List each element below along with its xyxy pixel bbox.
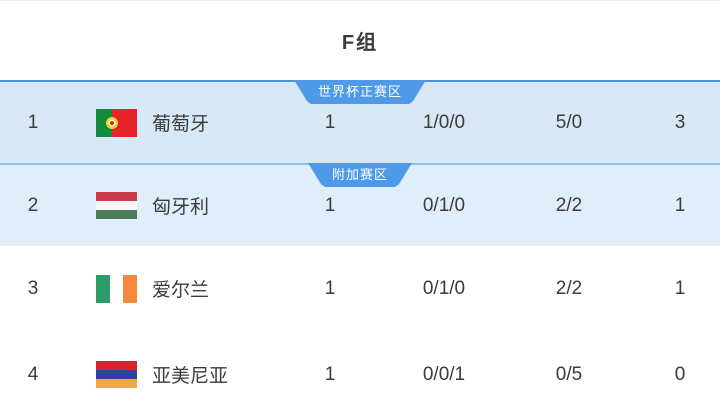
team-name: 亚美尼亚	[152, 366, 229, 387]
team-name: 爱尔兰	[152, 280, 210, 301]
record-cell: 0/1/0	[422, 194, 466, 216]
armenia-flag-icon	[96, 360, 137, 389]
ireland-flag-icon	[96, 274, 137, 303]
flag-cell	[66, 191, 152, 220]
position-cell: 3	[27, 277, 39, 299]
portugal-emblem-icon	[106, 116, 119, 129]
standings-row-portugal[interactable]: 世界杯正赛区 1 葡萄牙 1 1/0/0 5/0 3	[0, 80, 720, 163]
group-header: F组	[0, 1, 720, 80]
position-cell: 1	[27, 111, 39, 133]
zone-badge-qualified: 世界杯正赛区	[294, 80, 426, 104]
points-cell: 3	[674, 111, 686, 133]
standings-row-ireland[interactable]: 3 爱尔兰 1 0/1/0 2/2 1	[0, 246, 720, 331]
goals-cell: 2/2	[555, 277, 583, 299]
hungary-flag-icon	[96, 191, 137, 220]
flag-stripe	[96, 200, 137, 211]
record-cell: 0/0/1	[422, 363, 466, 385]
points-cell: 1	[674, 277, 686, 299]
portugal-flag-icon	[96, 108, 137, 137]
standings-row-hungary[interactable]: 附加赛区 2 匈牙利 1 0/1/0 2/2 1	[0, 163, 720, 246]
flag-cell	[66, 360, 152, 389]
flag-stripe	[96, 360, 137, 370]
played-cell: 1	[324, 111, 336, 133]
goals-cell: 5/0	[555, 111, 583, 133]
record-cell: 0/1/0	[422, 277, 466, 299]
zone-badge-playoff: 附加赛区	[308, 163, 412, 187]
flag-stripe	[96, 379, 137, 389]
flag-stripe	[96, 274, 110, 303]
flag-cell	[66, 274, 152, 303]
standings-row-armenia[interactable]: 4 亚美尼亚 1 0/0/1 0/5 0	[0, 331, 720, 418]
played-cell: 1	[324, 194, 336, 216]
points-cell: 1	[674, 194, 686, 216]
position-cell: 2	[27, 194, 39, 216]
flag-stripe	[96, 210, 137, 220]
flag-stripe	[123, 274, 137, 303]
record-cell: 1/0/0	[422, 111, 466, 133]
group-title: F组	[341, 32, 379, 54]
goals-cell: 2/2	[555, 194, 583, 216]
flag-cell	[66, 108, 152, 137]
goals-cell: 0/5	[555, 363, 583, 385]
flag-stripe	[96, 108, 113, 137]
played-cell: 1	[324, 277, 336, 299]
position-cell: 4	[27, 363, 39, 385]
team-name: 匈牙利	[152, 197, 210, 218]
flag-stripe	[109, 274, 124, 303]
team-name: 葡萄牙	[152, 114, 210, 135]
flag-stripe	[96, 191, 137, 201]
points-cell: 0	[674, 363, 686, 385]
flag-stripe	[96, 369, 137, 380]
played-cell: 1	[324, 363, 336, 385]
